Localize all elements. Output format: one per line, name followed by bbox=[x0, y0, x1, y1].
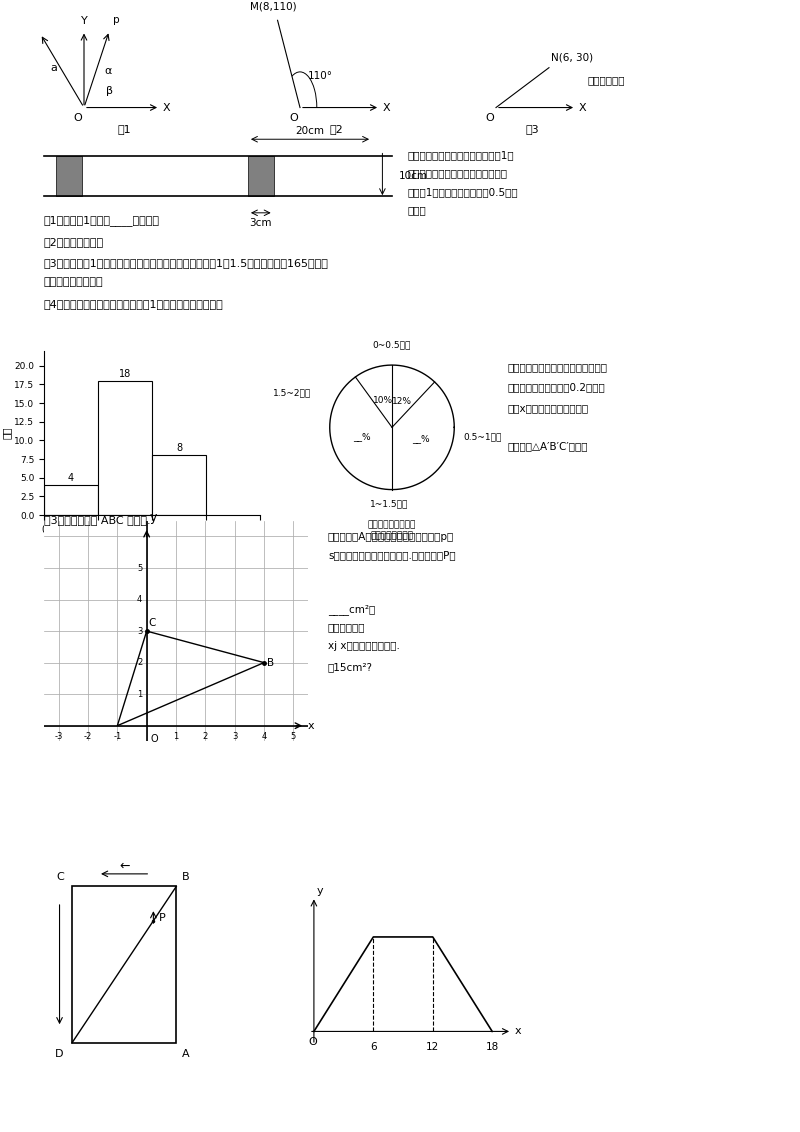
Text: 行了统计，根据所得数据绘制了两幅: 行了统计，根据所得数据绘制了两幅 bbox=[408, 169, 508, 179]
Text: 3: 3 bbox=[232, 732, 238, 741]
Text: 2: 2 bbox=[202, 732, 208, 741]
Text: O: O bbox=[308, 1037, 317, 1047]
Text: x: x bbox=[515, 1027, 522, 1037]
Text: 乙印刷厂提出：每份占0.2元印刷: 乙印刷厂提出：每份占0.2元印刷 bbox=[508, 383, 606, 393]
Text: ←: ← bbox=[119, 860, 130, 873]
Bar bbox=[44, 486, 98, 515]
Text: 图3: 图3 bbox=[525, 125, 539, 135]
Text: O: O bbox=[150, 734, 158, 744]
Text: O: O bbox=[486, 113, 494, 123]
Text: a: a bbox=[50, 63, 58, 72]
Text: 12%: 12% bbox=[392, 397, 412, 405]
Y-axis label: 人数: 人数 bbox=[2, 427, 11, 439]
Text: 的速度从点A出发按箔头方向运动，到达p停: 的速度从点A出发按箔头方向运动，到达p停 bbox=[328, 532, 454, 542]
Text: 占合部分（图: 占合部分（图 bbox=[588, 75, 626, 85]
Text: 8: 8 bbox=[176, 443, 182, 453]
Text: 10cm: 10cm bbox=[398, 171, 427, 181]
Text: __%: __% bbox=[412, 435, 430, 444]
Bar bbox=[152, 455, 206, 515]
Text: 10%: 10% bbox=[374, 396, 394, 405]
Text: 数量x（本）之间的关系式；: 数量x（本）之间的关系式； bbox=[508, 403, 589, 413]
Text: 20cm: 20cm bbox=[295, 126, 325, 136]
Text: -2: -2 bbox=[84, 732, 92, 741]
Bar bbox=[98, 380, 152, 515]
Text: 5: 5 bbox=[290, 732, 296, 741]
Text: 1: 1 bbox=[137, 689, 142, 698]
Text: A: A bbox=[182, 1049, 189, 1060]
Text: 可题：: 可题： bbox=[408, 205, 426, 215]
Text: 单位得到△A′B′C′，写出: 单位得到△A′B′C′，写出 bbox=[508, 441, 589, 452]
Text: （2）补全直方图；: （2）补全直方图； bbox=[44, 237, 104, 247]
Text: 知八（1）班每天阅读时间在0.5小时: 知八（1）班每天阅读时间在0.5小时 bbox=[408, 187, 518, 197]
Text: 4: 4 bbox=[137, 595, 142, 604]
Text: 6: 6 bbox=[370, 1043, 377, 1053]
Text: （1）八年（1）班有____名学生；: （1）八年（1）班有____名学生； bbox=[44, 215, 160, 226]
Text: X: X bbox=[382, 103, 390, 112]
Text: y: y bbox=[317, 885, 323, 895]
Text: x: x bbox=[308, 721, 314, 730]
Text: __%: __% bbox=[354, 432, 371, 441]
Text: 3: 3 bbox=[137, 627, 142, 635]
Text: 12: 12 bbox=[426, 1043, 439, 1053]
Text: ，以提升青少年的阅读兴趣．八（1）: ，以提升青少年的阅读兴趣．八（1） bbox=[408, 151, 514, 161]
Text: 小时: 小时 bbox=[266, 535, 278, 546]
Text: 0~0.5小时: 0~0.5小时 bbox=[373, 341, 411, 350]
Text: 1.5~2小时: 1.5~2小时 bbox=[273, 388, 311, 397]
Text: （3）求出三角形 ABC 的面积.: （3）求出三角形 ABC 的面积. bbox=[44, 515, 150, 525]
Bar bbox=[248, 156, 274, 196]
Text: 18: 18 bbox=[119, 369, 131, 378]
Text: Y: Y bbox=[81, 16, 87, 26]
Bar bbox=[56, 156, 82, 196]
Text: xj x之间的函数关系式.: xj x之间的函数关系式. bbox=[328, 641, 400, 651]
Text: ；每位学生印制一份宣传资料，甲印: ；每位学生印制一份宣传资料，甲印 bbox=[508, 362, 608, 372]
Text: 八年级（1）班学生每天
阅读时间分布直方图: 八年级（1）班学生每天 阅读时间分布直方图 bbox=[119, 551, 185, 573]
Text: β: β bbox=[106, 86, 114, 96]
Text: O: O bbox=[74, 113, 82, 123]
Text: C: C bbox=[148, 618, 155, 628]
Text: O: O bbox=[290, 113, 298, 123]
Text: 于15cm²?: 于15cm²? bbox=[328, 662, 373, 672]
Text: （3）除八年（1）班外，八年级其他班级每天阅读时间在1～1.5小时的学生有165人，请: （3）除八年（1）班外，八年级其他班级每天阅读时间在1～1.5小时的学生有165… bbox=[44, 258, 329, 268]
Text: 0.5~1小时: 0.5~1小时 bbox=[463, 432, 502, 441]
Text: 1~1.5小时: 1~1.5小时 bbox=[370, 499, 408, 508]
Text: B: B bbox=[182, 873, 189, 882]
Text: ____cm²；: ____cm²； bbox=[328, 604, 375, 616]
Text: -1: -1 bbox=[114, 732, 122, 741]
Text: 图2: 图2 bbox=[329, 125, 343, 135]
Text: M(8,110): M(8,110) bbox=[250, 1, 297, 11]
Text: 18: 18 bbox=[486, 1043, 499, 1053]
Text: 3cm: 3cm bbox=[250, 218, 272, 229]
Text: 5: 5 bbox=[137, 564, 142, 573]
Text: 110°: 110° bbox=[308, 71, 333, 82]
Text: 4: 4 bbox=[68, 473, 74, 483]
Text: C: C bbox=[56, 873, 64, 882]
Text: p: p bbox=[114, 15, 120, 25]
Text: P: P bbox=[158, 912, 166, 923]
Text: 1: 1 bbox=[174, 732, 178, 741]
Text: 2: 2 bbox=[137, 658, 142, 667]
Text: X: X bbox=[578, 103, 586, 112]
Text: α: α bbox=[104, 66, 111, 76]
Text: D: D bbox=[55, 1049, 64, 1060]
Text: B: B bbox=[267, 658, 274, 668]
Text: N(6, 30): N(6, 30) bbox=[551, 52, 594, 62]
Text: -3: -3 bbox=[54, 732, 63, 741]
Text: （4）求该年级每天阅读时间不少于1小时的学生有多少人？: （4）求该年级每天阅读时间不少于1小时的学生有多少人？ bbox=[44, 299, 224, 309]
Text: 图1: 图1 bbox=[117, 125, 131, 135]
Text: y: y bbox=[150, 511, 157, 524]
Text: X: X bbox=[162, 103, 170, 112]
Text: s）之间的函数关系如图所示.（规定：点P在: s）之间的函数关系如图所示.（规定：点P在 bbox=[328, 550, 456, 560]
Text: 値保持不变；: 値保持不变； bbox=[328, 623, 366, 633]
Text: 4: 4 bbox=[262, 732, 266, 741]
Text: 其他班级学生每天阅
读时间分布扇形图: 其他班级学生每天阅 读时间分布扇形图 bbox=[368, 521, 416, 540]
Text: 你补全扇形统计图；: 你补全扇形统计图； bbox=[44, 277, 104, 288]
